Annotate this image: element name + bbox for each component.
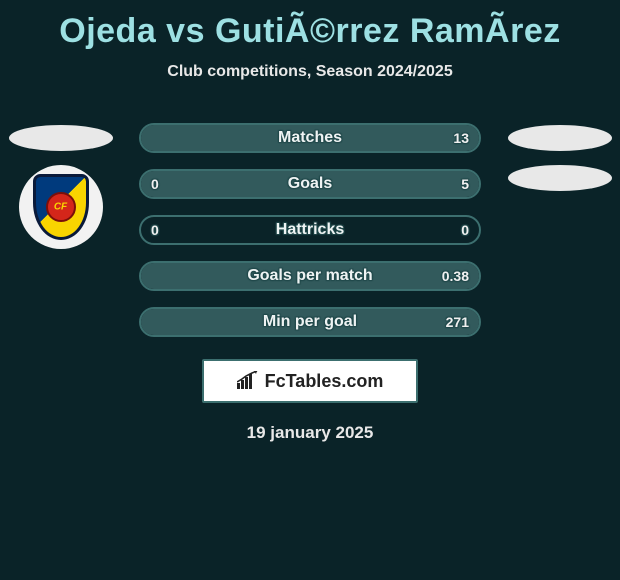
stat-row: Matches 13	[139, 123, 481, 153]
club-crest-left	[19, 165, 103, 249]
stat-value-right: 0	[461, 222, 469, 238]
page-subtitle: Club competitions, Season 2024/2025	[0, 63, 620, 81]
placeholder-badge-left	[9, 125, 113, 151]
placeholder-badge-right-1	[508, 125, 612, 151]
placeholder-badge-right-2	[508, 165, 612, 191]
stat-value-right: 271	[446, 314, 469, 330]
date-text: 19 january 2025	[0, 423, 620, 443]
stats-container: Matches 13 0 Goals 5 0 Hattricks 0 Goals per mat…	[0, 105, 620, 443]
bar-chart-icon	[237, 371, 259, 391]
stat-rows: Matches 13 0 Goals 5 0 Hattricks 0 Goals per mat…	[139, 123, 481, 337]
right-badges-column	[507, 125, 612, 191]
stat-label: Goals	[288, 175, 332, 193]
branding-box: FcTables.com	[202, 359, 418, 403]
stat-row: Min per goal 271	[139, 307, 481, 337]
branding-text: FcTables.com	[265, 371, 384, 392]
stat-label: Goals per match	[247, 267, 372, 285]
stat-label: Min per goal	[263, 313, 357, 331]
stat-row: 0 Goals 5	[139, 169, 481, 199]
stat-row: Goals per match 0.38	[139, 261, 481, 291]
stat-value-right: 0.38	[442, 268, 469, 284]
stat-row: 0 Hattricks 0	[139, 215, 481, 245]
stat-label: Hattricks	[276, 221, 344, 239]
stat-value-right: 5	[461, 176, 469, 192]
stat-value-right: 13	[453, 130, 469, 146]
stat-value-left: 0	[151, 176, 159, 192]
stat-value-left: 0	[151, 222, 159, 238]
page-title: Ojeda vs GutiÃ©rrez RamÃ­rez	[0, 0, 620, 51]
club-crest-shield-icon	[33, 174, 89, 240]
left-badges-column	[8, 125, 113, 249]
stat-label: Matches	[278, 129, 342, 147]
